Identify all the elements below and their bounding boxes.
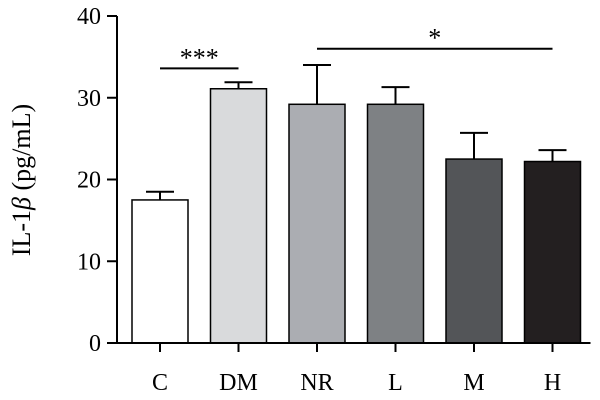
bar-c xyxy=(131,199,189,344)
y-tick-label: 30 xyxy=(77,86,101,112)
x-tick-label: NR xyxy=(300,370,333,396)
significance-marker: *** xyxy=(180,43,219,72)
y-axis-label-prefix: IL-1 xyxy=(7,210,36,256)
bar-m xyxy=(445,158,503,344)
y-tick-label: 20 xyxy=(77,168,101,194)
significance-marker: * xyxy=(428,24,441,53)
x-axis: C DM NR L M H xyxy=(117,342,591,396)
bar-dm xyxy=(209,88,268,344)
x-tick-label: L xyxy=(388,370,403,396)
y-tick-label: 0 xyxy=(89,331,101,357)
bar-h xyxy=(523,160,582,344)
y-axis-label: IL-1β (pg/mL) xyxy=(7,104,36,256)
bar-nr xyxy=(288,103,346,344)
bar-l xyxy=(366,103,425,344)
significance-group: **** xyxy=(160,24,553,72)
x-tick-label: C xyxy=(152,370,168,396)
x-tick-label: DM xyxy=(219,370,258,396)
y-axis: 0 10 20 30 40 xyxy=(77,4,118,357)
y-axis-label-suffix: (pg/mL) xyxy=(7,104,36,197)
y-axis-label-greek: β xyxy=(7,197,36,211)
y-tick-label: 10 xyxy=(77,249,101,275)
x-tick-label: H xyxy=(544,370,561,396)
x-tick-label: M xyxy=(463,370,484,396)
bars-group xyxy=(131,64,582,344)
y-tick-label: 40 xyxy=(77,4,101,30)
